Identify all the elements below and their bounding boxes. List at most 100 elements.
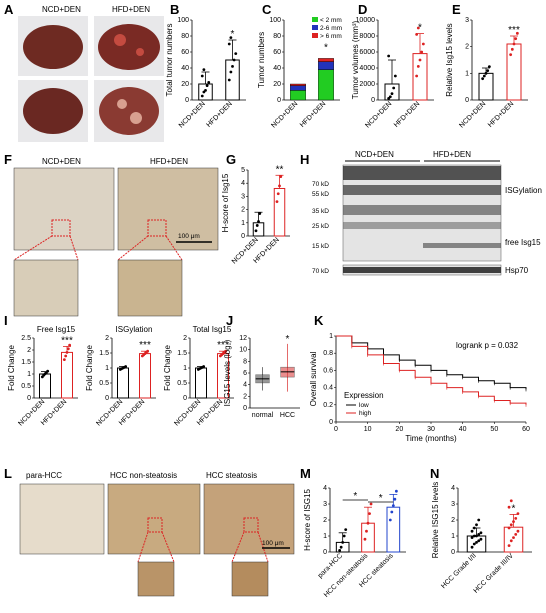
ihc-zoom-hfd bbox=[117, 259, 183, 317]
panel-letter-h: H bbox=[300, 152, 309, 167]
legend-swatch bbox=[312, 33, 318, 38]
x-tick-label: NCD+DEN bbox=[178, 100, 207, 129]
data-point bbox=[472, 534, 476, 538]
data-point bbox=[205, 84, 209, 87]
x-tick-label: 60 bbox=[522, 426, 530, 433]
data-point bbox=[224, 349, 228, 353]
data-point bbox=[124, 365, 128, 368]
data-point bbox=[368, 512, 371, 515]
x-tick-label: HCC Grade III/IV bbox=[473, 552, 516, 595]
panel-l: L para-HCC HCC non-steatosis HCC steatos… bbox=[4, 466, 295, 597]
panel-f: F NCD+DEN HFD+DEN 100 μm bbox=[4, 152, 219, 317]
y-tick-label: 40 bbox=[181, 65, 189, 72]
label-ncd-h: NCD+DEN bbox=[355, 150, 394, 159]
data-point bbox=[470, 545, 474, 549]
y-tick-label: 0.8 bbox=[323, 350, 333, 357]
y-tick-label: 2 bbox=[183, 335, 187, 342]
panel-letter-l: L bbox=[4, 466, 12, 481]
data-point bbox=[509, 523, 513, 527]
y-axis-label: Tumor volumes (mm³) bbox=[351, 20, 360, 99]
data-point bbox=[232, 58, 236, 62]
y-tick-label: 3 bbox=[241, 193, 245, 200]
marker-15: 15 kD bbox=[312, 243, 329, 250]
significance-label: * bbox=[286, 334, 290, 345]
legend-label: 2-6 mm bbox=[320, 25, 342, 32]
liver-hfd-1 bbox=[98, 24, 160, 70]
panel-letter-n: N bbox=[430, 466, 439, 481]
data-point bbox=[507, 544, 511, 547]
panel-letter-k: K bbox=[314, 313, 324, 328]
band-label-free-isg15: free Isg15 bbox=[505, 238, 541, 247]
stacked-bar-segment bbox=[318, 69, 334, 101]
data-point bbox=[200, 74, 204, 78]
y-tick-label: 2 bbox=[323, 517, 327, 524]
y-tick-label: 2 bbox=[241, 207, 245, 214]
ihc-zoom-ncd bbox=[13, 259, 79, 317]
data-point bbox=[509, 53, 513, 57]
data-point bbox=[387, 54, 391, 58]
chart-c: 0 20 40 60 80 100 Tumor numbers * < 2 mm2-6 mm> … bbox=[257, 17, 342, 129]
tumor-nodule bbox=[136, 48, 144, 56]
data-point bbox=[227, 78, 231, 82]
y-tick-label: 0 bbox=[241, 233, 245, 240]
data-point bbox=[487, 65, 491, 69]
y-tick-label: 0.5 bbox=[21, 383, 31, 390]
bar bbox=[506, 43, 522, 101]
bar bbox=[386, 506, 401, 553]
y-tick-label: 0 bbox=[183, 395, 187, 402]
y-tick-label: 5 bbox=[241, 167, 245, 174]
significance-label: * bbox=[418, 23, 422, 34]
panel-letter-d: D bbox=[358, 2, 367, 17]
y-axis-label: Overall survival bbox=[309, 351, 318, 406]
data-point bbox=[475, 523, 478, 527]
y-tick-label: 0.4 bbox=[323, 385, 333, 392]
y-tick-label: 20 bbox=[273, 81, 281, 88]
y-tick-label: 12 bbox=[239, 335, 247, 342]
y-tick-label: 1.5 bbox=[21, 359, 31, 366]
ihc-image-steatosis bbox=[203, 483, 295, 555]
x-tick-label: HFD+DEN bbox=[393, 100, 421, 128]
y-tick-label: 0.6 bbox=[323, 367, 333, 374]
y-tick-label: 4 bbox=[243, 382, 247, 389]
blot-band-hsp70 bbox=[343, 267, 501, 273]
y-tick-label: 4 bbox=[451, 485, 455, 492]
y-tick-label: 2000 bbox=[359, 81, 375, 88]
y-tick-label: 1 bbox=[465, 70, 469, 77]
y-tick-label: 0 bbox=[329, 419, 333, 426]
data-point bbox=[46, 369, 50, 373]
y-tick-label: 1 bbox=[105, 365, 109, 372]
marker-55: 55 kD bbox=[312, 191, 329, 198]
y-tick-label: 2 bbox=[451, 517, 455, 524]
data-point bbox=[339, 545, 343, 549]
data-point bbox=[342, 534, 346, 538]
data-point bbox=[420, 50, 424, 54]
ihc-zoom-l2 bbox=[231, 561, 269, 597]
y-tick-label: 0 bbox=[323, 549, 327, 556]
data-point bbox=[64, 354, 68, 358]
data-point bbox=[486, 69, 490, 73]
data-point bbox=[276, 192, 280, 196]
band-label-hsp70: Hsp70 bbox=[505, 266, 529, 275]
data-point bbox=[363, 537, 367, 541]
y-tick-label: 10 bbox=[239, 347, 247, 354]
y-tick-label: 20 bbox=[181, 81, 189, 88]
ihc-image-ncd bbox=[13, 167, 115, 251]
data-point bbox=[388, 518, 392, 522]
y-tick-label: 80 bbox=[181, 33, 189, 40]
legend-label: high bbox=[359, 410, 372, 417]
y-tick-label: 2 bbox=[243, 393, 247, 400]
bar bbox=[139, 353, 151, 399]
x-tick-label: 40 bbox=[459, 426, 467, 433]
data-point bbox=[479, 537, 483, 541]
y-tick-label: 8000 bbox=[359, 33, 375, 40]
data-point bbox=[509, 499, 513, 503]
data-point bbox=[510, 47, 514, 51]
data-point bbox=[416, 65, 420, 68]
y-axis-label: Relative ISG15 levels bbox=[431, 482, 440, 558]
significance-label: * bbox=[379, 493, 383, 504]
significance-label: *** bbox=[217, 340, 229, 351]
y-tick-label: 1 bbox=[323, 533, 327, 540]
data-point bbox=[366, 521, 370, 525]
bar bbox=[273, 187, 286, 237]
